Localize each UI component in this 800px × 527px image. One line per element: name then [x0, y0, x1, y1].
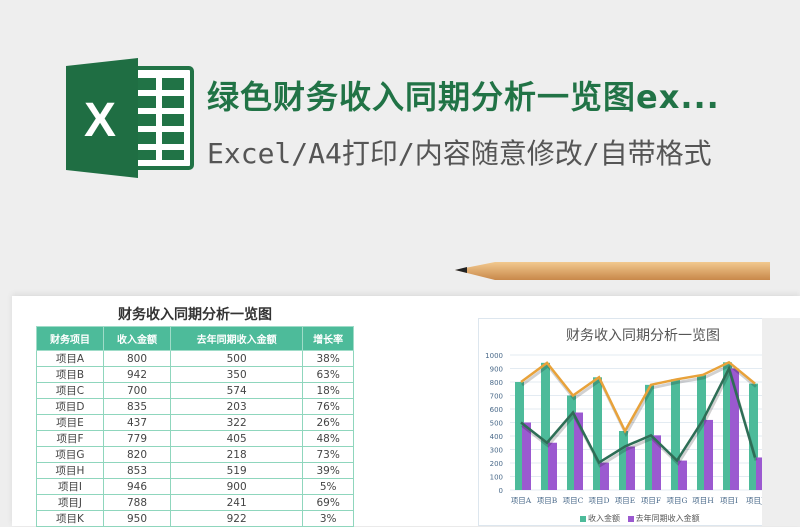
table-cell: 项目E [36, 414, 104, 431]
table-row: 项目K 950 922 3% [36, 510, 354, 527]
table-cell: 241 [169, 494, 304, 511]
column-header: 增长率 [302, 326, 354, 351]
table-cell: 项目G [36, 446, 104, 463]
table-row: 项目C 700 574 18% [36, 382, 354, 399]
table-row: 项目F 779 405 48% [36, 430, 354, 447]
table-cell: 38% [302, 350, 354, 367]
table-cell: 835 [102, 398, 171, 415]
excel-logo-icon: X [66, 58, 194, 178]
table-cell: 922 [169, 510, 304, 527]
table-cell: 项目A [36, 350, 104, 367]
table-row: 项目J 788 241 69% [36, 494, 354, 511]
table-cell: 69% [302, 494, 354, 511]
column-header: 去年同期收入金额 [169, 326, 304, 351]
table-cell: 437 [102, 414, 171, 431]
table-cell: 779 [102, 430, 171, 447]
table-cell: 项目B [36, 366, 104, 383]
table-row: 项目A 800 500 38% [36, 350, 354, 367]
table-cell: 946 [102, 478, 171, 495]
legend-label: 去年同期收入金额 [635, 514, 700, 523]
table-cell: 853 [102, 462, 171, 479]
table-cell: 350 [169, 366, 304, 383]
table-cell: 39% [302, 462, 354, 479]
table-cell: 项目K [36, 510, 104, 527]
table-row: 项目E 437 322 26% [36, 414, 354, 431]
chart-legend: 收入金额 去年同期收入金额 [580, 513, 700, 524]
table-cell: 5% [302, 478, 354, 495]
table-cell: 63% [302, 366, 354, 383]
table-cell: 788 [102, 494, 171, 511]
table-cell: 76% [302, 398, 354, 415]
table-cell: 73% [302, 446, 354, 463]
legend-swatch [627, 515, 634, 522]
table-cell: 500 [169, 350, 304, 367]
table-row: 项目B 942 350 63% [36, 366, 354, 383]
table-cell: 322 [169, 414, 304, 431]
pencil-icon [455, 262, 770, 280]
legend-swatch [580, 515, 586, 522]
table-cell: 项目J [36, 494, 104, 511]
table-row: 项目D 835 203 76% [36, 398, 354, 415]
table-cell: 18% [302, 382, 354, 399]
column-header: 收入金额 [102, 326, 171, 351]
table-cell: 项目D [36, 398, 104, 415]
chart-title: 财务收入同期分析一览图 [566, 328, 720, 344]
table-cell: 3% [302, 510, 354, 527]
table-title: 财务收入同期分析一览图 [118, 307, 272, 323]
table-cell: 800 [102, 350, 171, 367]
table-cell: 700 [102, 382, 171, 399]
table-cell: 项目F [36, 430, 104, 447]
table-cell: 26% [302, 414, 354, 431]
page-subtitle: Excel/A4打印/内容随意修改/自带格式 [207, 137, 712, 170]
background-margin [762, 318, 800, 526]
column-header: 财务项目 [36, 326, 104, 351]
table-cell: 820 [102, 446, 171, 463]
table-cell: 项目C [36, 382, 104, 399]
table-cell: 405 [169, 430, 304, 447]
table-cell: 项目I [36, 478, 104, 495]
table-cell: 519 [169, 462, 304, 479]
page-title: 绿色财务收入同期分析一览图ex... [207, 78, 720, 116]
table-cell: 950 [102, 510, 171, 527]
legend-label: 收入金额 [588, 514, 620, 523]
table-row: 项目G 820 218 73% [36, 446, 354, 463]
table-row: 项目I 946 900 5% [36, 478, 354, 495]
table-cell: 48% [302, 430, 354, 447]
chart-panel [478, 318, 800, 526]
table-cell: 218 [169, 446, 304, 463]
data-table: 财务项目 收入金额 去年同期收入金额 增长率 项目A 800 500 38% 项目B 94… [36, 326, 354, 527]
table-row: 项目H 853 519 39% [36, 462, 354, 479]
table-cell: 942 [102, 366, 171, 383]
svg-text:X: X [84, 94, 116, 147]
table-cell: 203 [169, 398, 304, 415]
table-cell: 900 [169, 478, 304, 495]
table-cell: 项目H [36, 462, 104, 479]
table-cell: 574 [169, 382, 304, 399]
